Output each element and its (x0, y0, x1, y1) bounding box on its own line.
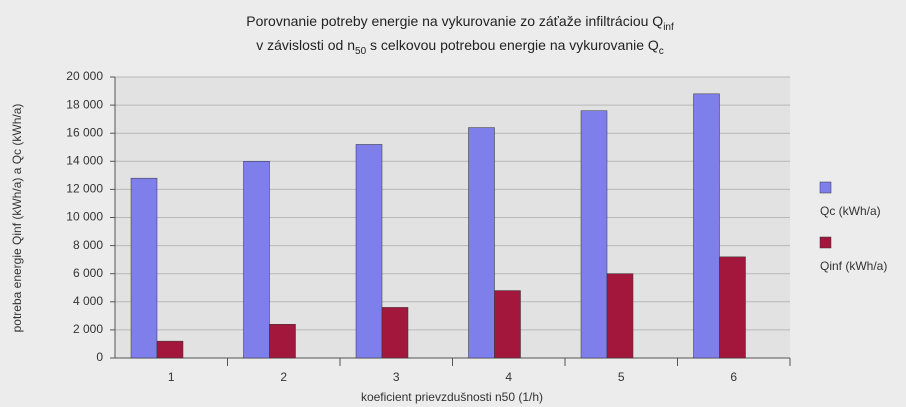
legend-label: Qc (kWh/a) (820, 204, 881, 218)
title-part: s celkovou potrebou energie na vykurovan… (366, 37, 659, 53)
y-tick-label: 4 000 (73, 294, 103, 308)
bar (494, 290, 521, 359)
title-part: inf (663, 22, 674, 33)
y-axis-label: potreba energie Qinf (kWh/a) a Qc (kWh/a… (10, 104, 24, 333)
chart-title: Porovnanie potreby energie na vykurovani… (246, 13, 674, 33)
y-tick-label: 16 000 (66, 125, 103, 139)
x-tick-label: 5 (618, 370, 625, 384)
title-part: 50 (355, 46, 367, 57)
legend-swatch (819, 181, 832, 194)
bar (580, 110, 608, 359)
legend-label: Qinf (kWh/a) (820, 259, 887, 273)
bar (381, 307, 409, 359)
bar (606, 273, 634, 359)
y-tick-label: 18 000 (66, 97, 103, 111)
y-tick-label: 0 (96, 350, 103, 364)
x-tick-label: 1 (168, 370, 175, 384)
bar (468, 127, 495, 359)
y-tick-label: 12 000 (66, 182, 103, 196)
bar (156, 340, 184, 359)
bar (130, 177, 158, 359)
bar (269, 324, 296, 359)
y-tick-label: 14 000 (66, 153, 103, 167)
chart-title: v závislosti od n50 s celkovou potrebou … (256, 37, 664, 57)
title-part: v závislosti od n (256, 37, 355, 53)
y-tick-label: 2 000 (73, 322, 103, 336)
bar (243, 161, 270, 359)
bar (719, 256, 746, 359)
x-tick-label: 3 (393, 370, 400, 384)
y-tick-label: 8 000 (73, 238, 103, 252)
x-axis-label: koeficient prievzdušnosti n50 (1/h) (361, 390, 543, 404)
legend-swatch (819, 236, 832, 249)
bar (693, 93, 720, 359)
y-tick-label: 6 000 (73, 266, 103, 280)
title-part: Porovnanie potreby energie na vykurovani… (246, 13, 663, 29)
x-tick-label: 4 (505, 370, 512, 384)
y-tick-label: 10 000 (66, 210, 103, 224)
title-part: c (659, 46, 664, 57)
x-tick-label: 2 (280, 370, 287, 384)
bar (355, 144, 383, 359)
y-tick-label: 20 000 (66, 69, 103, 83)
x-tick-label: 6 (730, 370, 737, 384)
